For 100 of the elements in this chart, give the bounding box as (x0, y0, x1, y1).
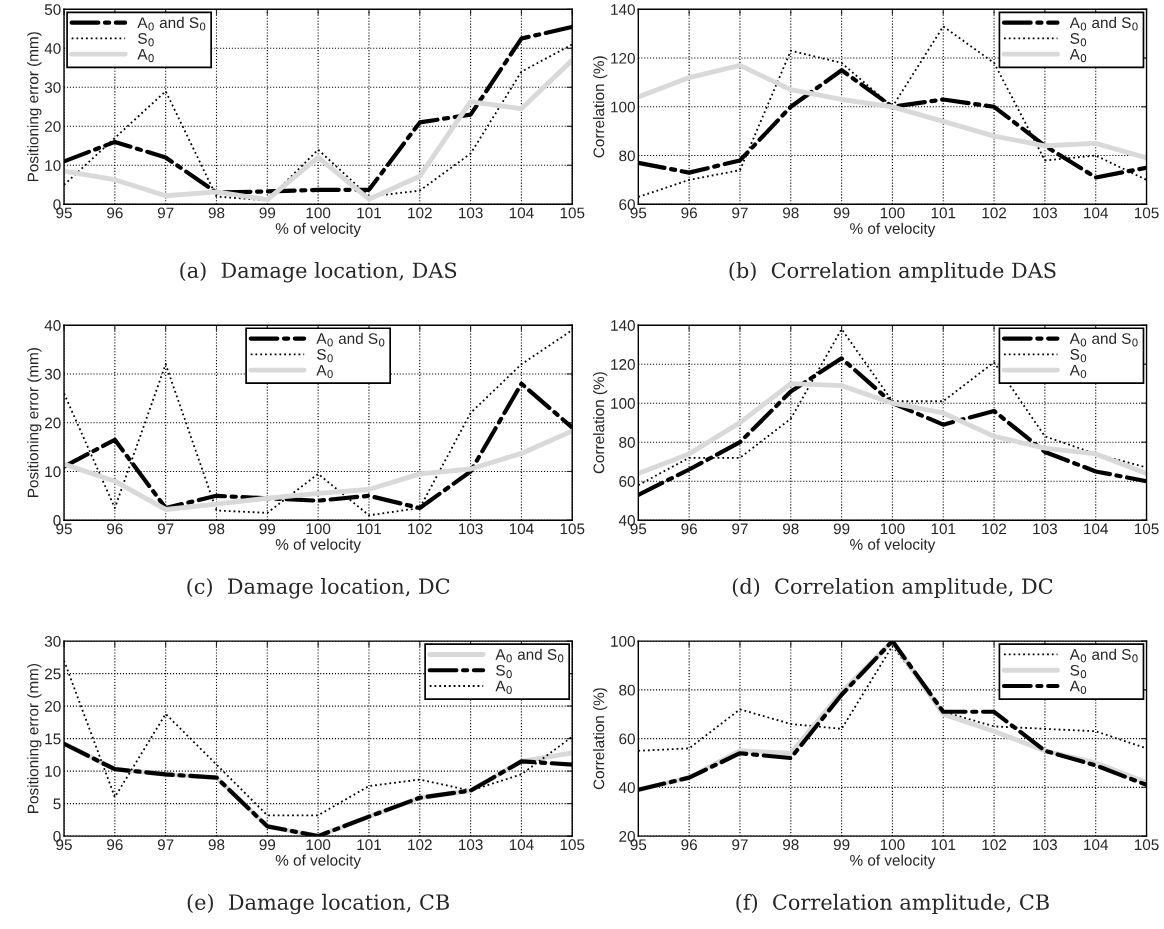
y-tick-label: 60 (619, 476, 635, 487)
x-tick-label: 105 (1134, 839, 1159, 851)
x-tick-label: 105 (1134, 523, 1159, 535)
y-tick-label: 80 (619, 437, 635, 448)
y-tick-label: 20 (45, 700, 61, 712)
y-tick-label: 10 (45, 466, 61, 478)
x-axis-title: % of velocity (850, 222, 936, 237)
x-tick-label: 105 (1134, 207, 1159, 219)
x-tick-label: 102 (982, 839, 1007, 851)
y-axis-title: Positioning error (mm) (27, 663, 42, 813)
text: (a) Damage location, DAS (180, 262, 457, 283)
x-tick-label: 98 (208, 207, 225, 219)
y-tick-label: 20 (45, 121, 61, 132)
x-tick-label: 101 (931, 523, 956, 535)
x-tick-label: 103 (1033, 207, 1057, 219)
y-tick-label: 100 (611, 101, 635, 113)
x-tick-label: 99 (833, 207, 850, 219)
y-axis-title: Positioning error (mm) (27, 348, 42, 497)
legend-label: S$_{0}$ (1070, 664, 1087, 679)
y-tick-label: 80 (619, 150, 635, 162)
text: (f) Correlation amplitude, CB (736, 893, 1049, 914)
x-tick-label: 99 (259, 207, 276, 219)
y-tick-label: 5 (53, 798, 61, 810)
y-tick-label: 10 (45, 160, 61, 171)
y-axis-title: Correlation (%) (593, 372, 608, 474)
y-tick-label: 140 (611, 320, 635, 331)
y-tick-label: 40 (44, 320, 61, 331)
x-tick-label: 102 (408, 839, 432, 851)
legend-label: A$_{0}$ and S$_{0}$ (1069, 16, 1138, 31)
y-tick-label: 30 (44, 635, 61, 647)
x-tick-label: 105 (560, 839, 585, 851)
x-tick-label: 100 (306, 839, 331, 851)
y-tick-label: 15 (45, 733, 61, 745)
y-axis-title: Positioning error (mm) (27, 32, 42, 182)
line-series (64, 329, 573, 517)
x-tick-label: 103 (459, 523, 483, 535)
x-tick-label: 98 (783, 523, 799, 535)
legend-label: A$_{0}$ and S$_{0}$ (495, 648, 564, 663)
x-tick-label: 96 (107, 523, 123, 535)
legend-label: A$_{0}$ and S$_{0}$ (1069, 332, 1138, 347)
line-series (638, 62, 1147, 161)
x-tick-label: 103 (459, 839, 483, 851)
x-tick-label: 102 (982, 207, 1007, 219)
x-tick-label: 97 (157, 523, 174, 535)
x-tick-label: 100 (306, 523, 331, 535)
y-tick-label: 120 (611, 52, 635, 64)
y-tick-label: 50 (44, 4, 61, 15)
x-tick-label: 104 (509, 523, 534, 535)
x-tick-label: 96 (107, 839, 123, 851)
y-tick-label: 140 (611, 4, 635, 15)
legend-label: A$_{0}$ (1069, 49, 1087, 63)
x-tick-label: 101 (357, 207, 381, 219)
x-axis-title: % of velocity (275, 222, 361, 237)
x-tick-label: 104 (1084, 839, 1109, 851)
x-tick-label: 105 (560, 207, 585, 219)
x-axis-title: % of velocity (275, 538, 361, 553)
x-tick-label: 100 (306, 207, 331, 219)
x-tick-label: 100 (880, 523, 905, 535)
legend-label: A$_{0}$ (1069, 680, 1087, 694)
y-tick-label: 120 (611, 359, 635, 370)
legend-label: S$_{0}$ (138, 33, 154, 47)
x-tick-label: 103 (1033, 839, 1057, 851)
y-tick-label: 100 (611, 398, 635, 409)
x-tick-label: 99 (259, 839, 276, 851)
legend-label: A$_{0}$ (137, 49, 154, 63)
x-tick-label: 99 (833, 523, 850, 535)
y-axis-title: Correlation (%) (593, 56, 608, 158)
x-tick-label: 99 (259, 523, 276, 535)
x-tick-label: 102 (408, 207, 432, 219)
x-tick-label: 96 (681, 839, 697, 851)
legend-label: A$_{0}$ (495, 680, 512, 694)
x-axis-title: % of velocity (850, 854, 936, 869)
y-tick-label: 30 (44, 82, 61, 93)
x-axis-title: % of velocity (275, 854, 361, 869)
x-tick-label: 97 (732, 207, 748, 219)
x-tick-label: 101 (931, 207, 956, 219)
x-tick-label: 103 (1033, 523, 1057, 535)
x-tick-label: 102 (982, 523, 1007, 535)
line-series (64, 428, 573, 512)
legend-label: S$_{0}$ (1070, 33, 1087, 47)
x-tick-label: 104 (509, 839, 534, 851)
legend-label: A$_{0}$ (316, 364, 333, 379)
legend-label: S$_{0}$ (1070, 348, 1087, 363)
x-tick-label: 96 (107, 207, 123, 219)
text: (e) Damage location, CB (187, 893, 449, 915)
text: (b) Correlation amplitude DAS (729, 262, 1056, 283)
x-tick-label: 102 (408, 523, 432, 535)
x-tick-label: 97 (157, 207, 174, 219)
x-tick-label: 104 (509, 207, 534, 219)
y-axis-title: Correlation (%) (593, 688, 608, 790)
y-tick-label: 10 (45, 765, 61, 777)
x-tick-label: 100 (880, 839, 905, 851)
x-tick-label: 103 (459, 207, 483, 219)
text: (d) Correlation amplitude, DC (732, 577, 1053, 599)
x-tick-label: 96 (681, 523, 697, 535)
x-tick-label: 97 (157, 839, 174, 851)
x-tick-label: 98 (783, 839, 799, 851)
x-tick-label: 98 (208, 839, 225, 851)
x-tick-label: 98 (783, 207, 799, 219)
x-tick-label: 101 (931, 839, 956, 851)
